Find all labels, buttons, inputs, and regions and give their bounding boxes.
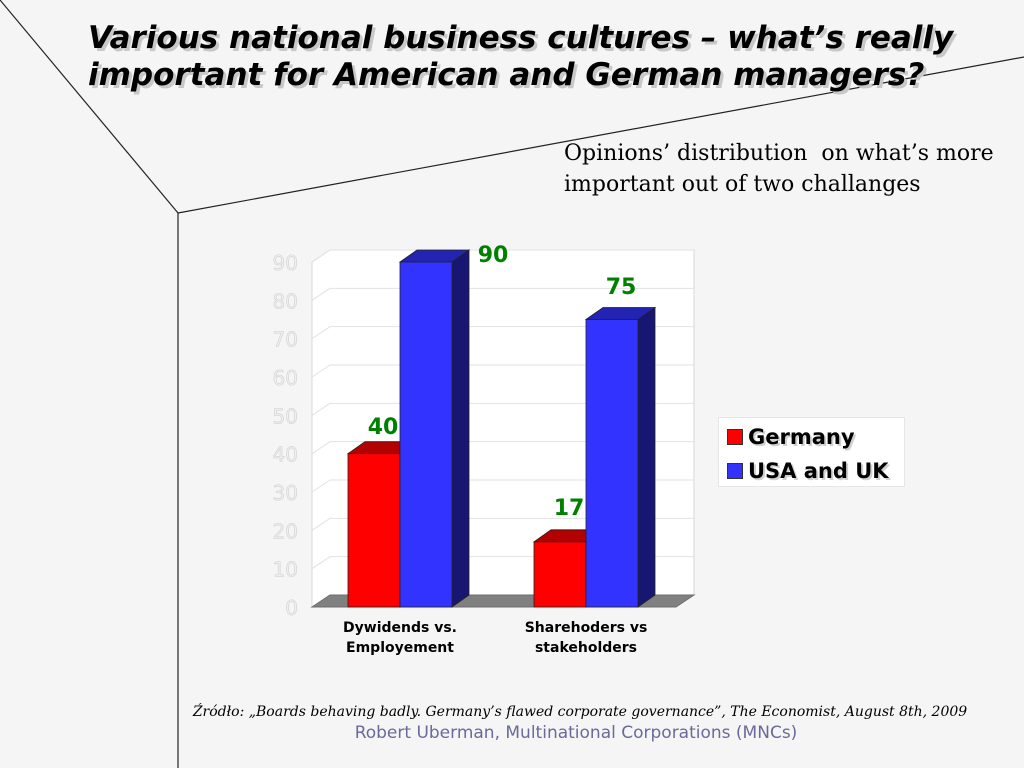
legend-swatch-usa-uk <box>727 463 743 479</box>
y-tick-label: 80 <box>273 289 298 313</box>
y-tick-label: 90 <box>273 251 298 275</box>
legend-label-usa-uk: USA and UK <box>748 459 889 483</box>
bar-germany <box>347 453 401 608</box>
y-tick-label: 60 <box>273 366 298 390</box>
x-category-label: stakeholders <box>535 640 637 656</box>
y-tick-label: 40 <box>273 443 298 467</box>
data-label: 17 <box>554 496 585 521</box>
chart-legend: Germany USA and UK <box>718 417 905 487</box>
grid-line-side <box>311 556 331 570</box>
bar-germany <box>533 541 587 608</box>
y-tick-label: 0 <box>285 596 298 620</box>
grid-line-side <box>311 364 331 378</box>
bar-side <box>451 249 470 608</box>
data-label: 40 <box>368 415 399 440</box>
grid-line-side <box>311 287 331 301</box>
legend-item-usa-uk: USA and UK <box>727 458 889 484</box>
grid-line-side <box>311 441 331 455</box>
grid-line-side <box>311 326 331 340</box>
y-tick-label: 20 <box>273 519 298 543</box>
legend-item-germany: Germany <box>727 424 855 450</box>
grid-line-side <box>311 402 331 416</box>
footer-author: Robert Uberman, Multinational Corporatio… <box>354 723 798 743</box>
bar-usa-uk <box>399 261 453 608</box>
data-label: 90 <box>478 243 509 268</box>
legend-label-germany: Germany <box>748 425 855 449</box>
grid-line-side <box>311 249 331 263</box>
data-label: 75 <box>606 275 637 300</box>
y-tick-label: 70 <box>273 328 298 352</box>
source-citation: Źródło: „Boards behaving badly. Germany’… <box>192 704 968 720</box>
slide-title: Various national business cultures – wha… <box>88 20 954 93</box>
legend-swatch-germany <box>727 429 743 445</box>
grid-line-side <box>311 517 331 531</box>
grid-line-side <box>311 479 331 493</box>
x-category-label: Employement <box>346 640 454 656</box>
bar-side <box>637 306 656 608</box>
bar-usa-uk <box>585 319 639 608</box>
x-category-label: Dywidends vs. <box>343 620 457 636</box>
x-category-label: Sharehoders vs <box>525 620 648 636</box>
slide-subtitle: Opinions’ distribution on what’s more im… <box>564 141 1001 197</box>
y-tick-label: 30 <box>273 481 298 505</box>
y-tick-label: 10 <box>273 558 298 582</box>
y-tick-label: 50 <box>273 404 298 428</box>
